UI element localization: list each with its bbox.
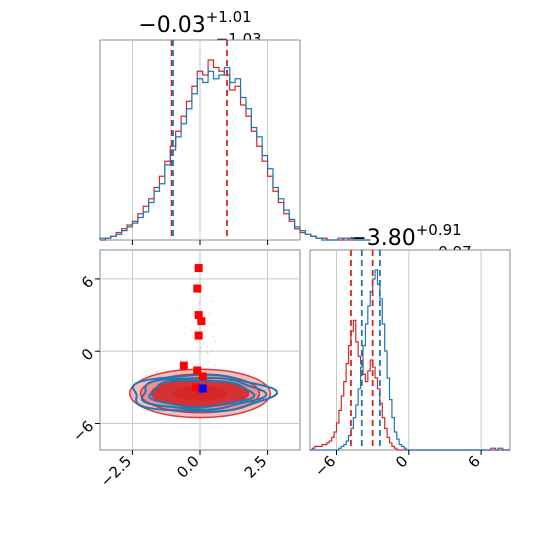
x-tick-label: −2.5 — [97, 452, 135, 490]
highlight-point-red — [191, 383, 200, 392]
title-param1-sup: +1.01 — [206, 8, 252, 26]
scatter-point — [208, 361, 210, 363]
highlight-point-red — [198, 372, 207, 381]
scatter-point — [193, 339, 196, 342]
highlight-point-red — [179, 361, 188, 370]
contour-line-blue — [131, 373, 279, 413]
joint-panel: −2.5 0.0 2.5 −6 0 6 — [69, 249, 301, 491]
marginal-param2-hist-blue — [310, 269, 510, 451]
marginal-param1-hist-blue — [99, 66, 371, 241]
marginal-param1-panel — [99, 39, 371, 245]
highlight-point-red — [194, 331, 203, 340]
scatter-point — [202, 334, 205, 336]
scatter-point — [198, 302, 201, 305]
contour-line-blue — [148, 379, 256, 409]
scatter-point — [180, 309, 182, 311]
scatter-point — [206, 352, 208, 354]
marginal-param2-panel: −6 0 6 — [309, 249, 511, 480]
x-tick-label: 6 — [464, 452, 483, 471]
title-param2-value: −3.80 — [348, 226, 415, 251]
scatter-point — [211, 349, 213, 351]
marginal-param2-ticks: −6 0 6 — [311, 450, 484, 480]
scatter-point — [209, 312, 211, 314]
highlight-point-red — [194, 264, 203, 273]
highlight-point-red — [197, 317, 206, 326]
highlight-point-red — [193, 366, 202, 375]
marginal-param1-grid — [131, 40, 269, 240]
x-tick-label: 0 — [392, 452, 411, 471]
scatter-point — [212, 335, 214, 338]
y-tick-label: 0 — [78, 345, 97, 364]
marginal-param1-quantiles — [170, 40, 228, 240]
title-param1-value: −0.03 — [138, 13, 205, 38]
marginal-param2-frame — [309, 249, 511, 451]
contour-core-red — [173, 386, 227, 401]
highlight-point-red — [194, 311, 203, 320]
scatter-point — [206, 345, 209, 348]
marginal-param2-grid — [336, 250, 482, 450]
scatter-point — [202, 343, 205, 345]
x-tick-label: 0.0 — [173, 452, 203, 482]
scatter-point — [156, 371, 158, 374]
y-tick-label: 6 — [78, 273, 97, 292]
marginal-param1-ticks — [131, 240, 269, 245]
scatter-point — [194, 364, 197, 366]
marginal-param2-quantiles — [350, 250, 381, 450]
scatter-point — [207, 352, 209, 354]
scatter-point — [197, 349, 200, 352]
title-param2-sup: +0.91 — [416, 221, 462, 239]
contour-line-blue — [140, 376, 268, 411]
x-tick-label: −6 — [311, 452, 339, 480]
scatter-point — [191, 335, 193, 337]
highlight-point-blue — [198, 384, 207, 393]
scatter-point — [184, 327, 187, 329]
highlight-point-red — [193, 284, 202, 293]
scatter-point — [183, 333, 185, 336]
scatter-point — [215, 340, 217, 342]
scatter-point — [214, 364, 217, 366]
scatter-point — [210, 300, 213, 303]
joint-highlight-points — [179, 264, 207, 393]
x-tick-label: 2.5 — [241, 452, 271, 482]
scatter-point — [209, 323, 212, 325]
scatter-point — [190, 329, 192, 332]
scatter-point — [203, 330, 206, 332]
y-tick-label: −6 — [69, 417, 97, 445]
joint-contours — [128, 368, 279, 419]
scatter-point — [200, 347, 202, 349]
